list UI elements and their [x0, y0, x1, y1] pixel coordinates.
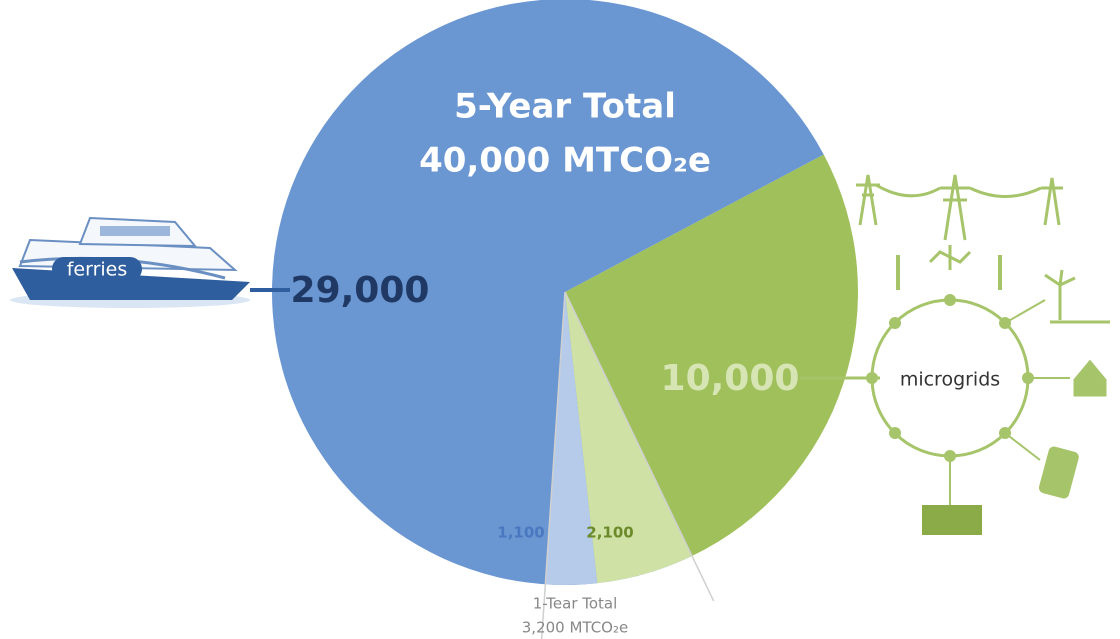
inner-value-label: 1,100	[497, 524, 544, 542]
guide-line	[540, 291, 566, 639]
pie-slice	[565, 154, 858, 557]
value-label: 29,000	[291, 270, 430, 311]
guide-line	[564, 291, 715, 602]
inner-slice	[565, 292, 693, 584]
pie-slice	[272, 0, 824, 585]
inner-subtitle: 3,200 MTCO₂e	[522, 619, 628, 637]
label-background	[888, 366, 1012, 392]
inner-title: 1-Tear Total	[533, 595, 618, 613]
inner-value-label: 2,100	[586, 524, 633, 542]
inner-slice	[545, 292, 598, 585]
value-label: 10,000	[661, 358, 800, 399]
pie	[272, 0, 858, 639]
microgrid-icon	[800, 174, 1110, 535]
chart-subtitle: 40,000 MTCO₂e	[419, 141, 711, 181]
chart-title: 5-Year Total	[454, 87, 676, 127]
category-label: ferries	[67, 259, 128, 281]
ferry-icon	[10, 216, 290, 308]
category-label: microgrids	[900, 369, 1000, 391]
